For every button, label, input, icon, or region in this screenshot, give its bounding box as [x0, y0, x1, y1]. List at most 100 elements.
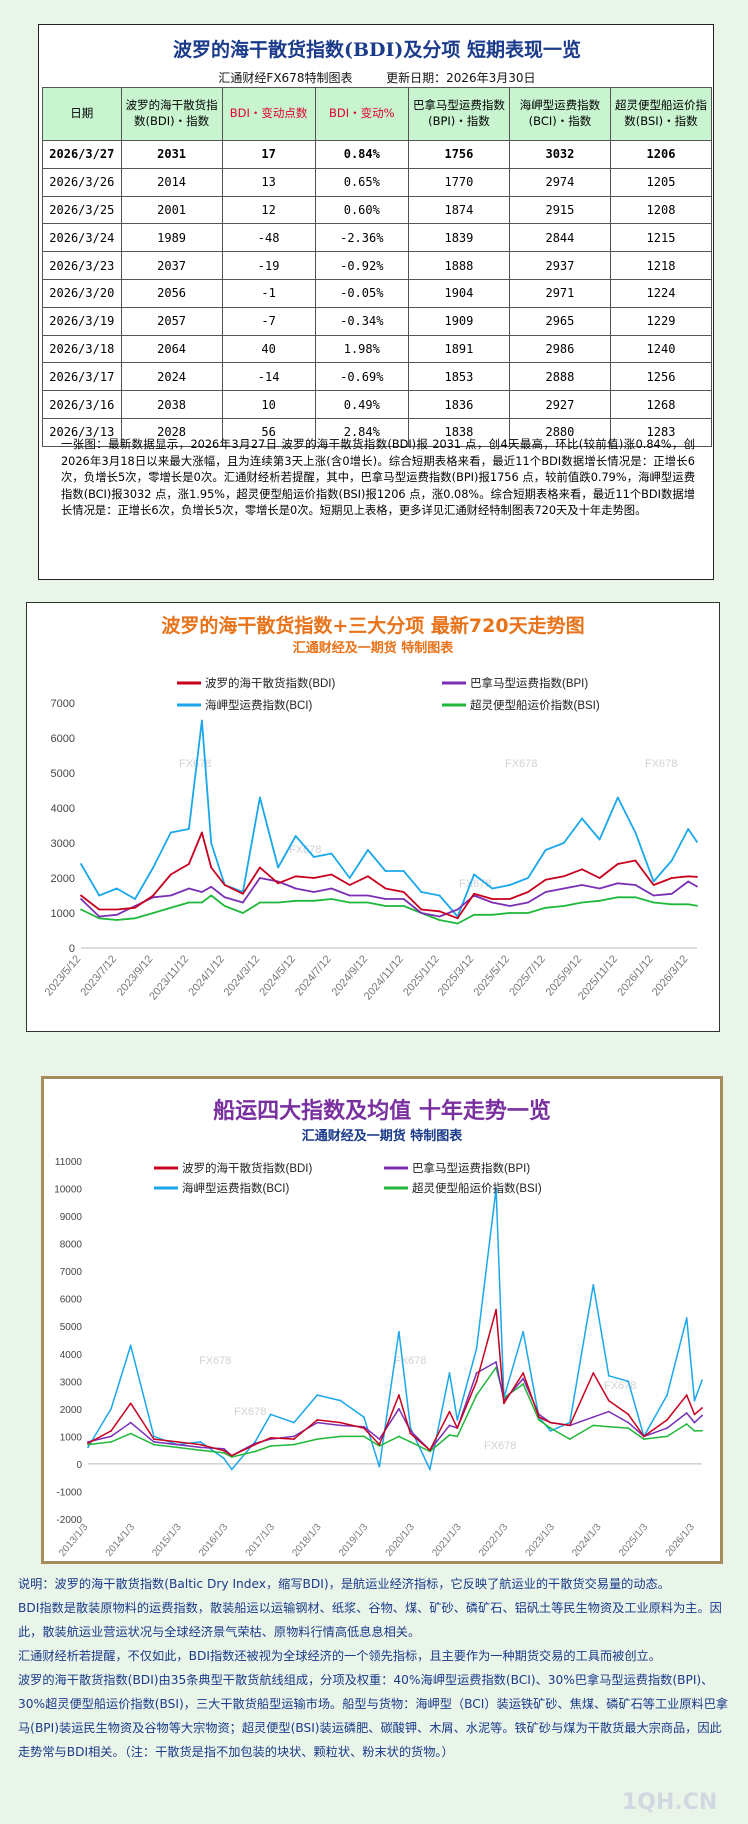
- data-point: [537, 1418, 540, 1421]
- data-point: [562, 887, 565, 890]
- data-point: [153, 1438, 155, 1441]
- data-point: [362, 1416, 365, 1419]
- data-point: [592, 1424, 595, 1427]
- data-point: [134, 917, 136, 920]
- table-cell: 0.84%: [314, 140, 409, 169]
- data-point: [362, 1435, 365, 1438]
- data-point: [438, 910, 441, 913]
- data-point: [330, 852, 333, 855]
- data-point: [627, 1380, 630, 1383]
- chart2-plot: -2000 -1000 0 1000 2000 3000 4000 5000 6000 7000 8…: [54, 1157, 703, 1559]
- data-point: [696, 885, 698, 888]
- data-point: [330, 898, 333, 900]
- chart2-subtitle: 汇通财经及一期货 特制图表: [301, 1129, 463, 1144]
- data-point: [210, 885, 213, 888]
- data-point: [129, 1402, 132, 1405]
- data-point: [330, 873, 333, 876]
- table-cell: -0.34%: [314, 306, 409, 336]
- data-point: [294, 899, 297, 902]
- data-point: [316, 1421, 319, 1424]
- table-cell: 40: [221, 334, 316, 364]
- watermark: FX678: [484, 1440, 516, 1452]
- data-point: [701, 1414, 703, 1417]
- data-point: [429, 1449, 431, 1452]
- data-point: [420, 891, 423, 893]
- data-point: [581, 868, 583, 871]
- data-point: [508, 898, 511, 900]
- data-point: [670, 877, 673, 879]
- data-point: [508, 905, 511, 907]
- y-tick-label: -2000: [56, 1515, 82, 1526]
- table-cell: 2026/3/19: [42, 306, 122, 336]
- data-point: [473, 873, 475, 876]
- data-point: [378, 1438, 381, 1441]
- y-tick-label: 0: [69, 943, 75, 955]
- x-tick-label: 2018/1/3: [290, 1522, 324, 1559]
- y-tick-label: 7000: [51, 698, 75, 710]
- data-point: [199, 1449, 202, 1452]
- data-point: [129, 1421, 132, 1424]
- legend-label: 波罗的海干散货指数(BDI): [205, 676, 335, 690]
- data-point: [642, 1435, 645, 1438]
- data-point: [313, 856, 315, 858]
- table-cell: -1: [221, 278, 316, 308]
- data-point: [339, 1435, 342, 1438]
- data-point: [115, 908, 118, 911]
- data-point: [115, 887, 118, 890]
- data-point: [176, 1440, 179, 1443]
- table-row: 2026/3/26 2014 13 0.65% 1770 2974 1205: [42, 167, 713, 197]
- x-tick-label: 2025/7/12: [507, 953, 548, 998]
- table-title: 波罗的海干散货指数(BDI)及分项 短期表现一览: [172, 39, 582, 61]
- data-point: [254, 1443, 256, 1446]
- data-point: [188, 901, 190, 904]
- data-point: [666, 1435, 669, 1438]
- data-point: [348, 884, 351, 886]
- watermark: FX678: [179, 758, 211, 770]
- col-header-bdi: 波罗的海干散货指数(BDI)・指数: [120, 87, 223, 141]
- watermark: FX678: [234, 1406, 266, 1418]
- data-point: [223, 1447, 225, 1450]
- table-cell: 13: [221, 167, 316, 197]
- data-point: [188, 887, 190, 890]
- data-point: [115, 919, 118, 921]
- data-point: [378, 1443, 381, 1446]
- data-point: [537, 1416, 540, 1419]
- data-point: [527, 901, 529, 904]
- table-cell: 2026/3/18: [42, 334, 122, 364]
- data-point: [475, 1347, 478, 1350]
- bdi-data-table: 日期 波罗的海干散货指数(BDI)・指数 BDI・变动点数 BDI・变动% 巴拿…: [42, 87, 713, 447]
- legend-label: 超灵便型船运价指数(BSI): [470, 698, 600, 712]
- watermark: FX678: [289, 844, 321, 856]
- table-cell: 2915: [508, 195, 611, 225]
- data-point: [110, 1407, 113, 1410]
- table-cell: 2965: [508, 306, 611, 336]
- data-point: [80, 863, 82, 865]
- data-point: [176, 1443, 179, 1446]
- y-tick-label: 5000: [51, 768, 75, 780]
- table-summary-note: 一张图：最新数据显示，2026年3月27日 波罗的海干散货指数(BDI)报 20…: [61, 438, 695, 517]
- table-cell: 2888: [508, 362, 611, 392]
- x-tick-label: 2020/1/3: [384, 1522, 418, 1559]
- table-row: 2026/3/16 2038 10 0.49% 1836 2927 1268: [42, 390, 713, 419]
- data-point: [294, 887, 297, 890]
- data-point: [199, 1440, 202, 1443]
- description-para-4: 波罗的海干散货指数(BDI)由35条典型干散货航线组成，分项及权重：40%海岬型…: [18, 1673, 729, 1759]
- data-point: [384, 870, 387, 872]
- x-tick-label: 2022/1/3: [477, 1522, 511, 1559]
- data-point: [652, 884, 655, 886]
- table-cell: -19: [221, 251, 316, 280]
- data-point: [293, 1438, 295, 1441]
- data-point: [348, 901, 351, 904]
- data-point: [491, 887, 494, 890]
- data-point: [129, 1344, 132, 1347]
- table-cell: 1256: [609, 362, 713, 392]
- table-cell: 2026/3/13: [42, 417, 122, 447]
- data-point: [313, 877, 315, 879]
- data-point: [448, 1424, 451, 1427]
- data-point: [402, 870, 405, 872]
- data-point: [693, 1413, 696, 1416]
- watermark: FX678: [199, 1355, 231, 1367]
- col-header-date: 日期: [42, 87, 122, 141]
- data-point: [562, 905, 565, 907]
- data-point: [313, 891, 315, 893]
